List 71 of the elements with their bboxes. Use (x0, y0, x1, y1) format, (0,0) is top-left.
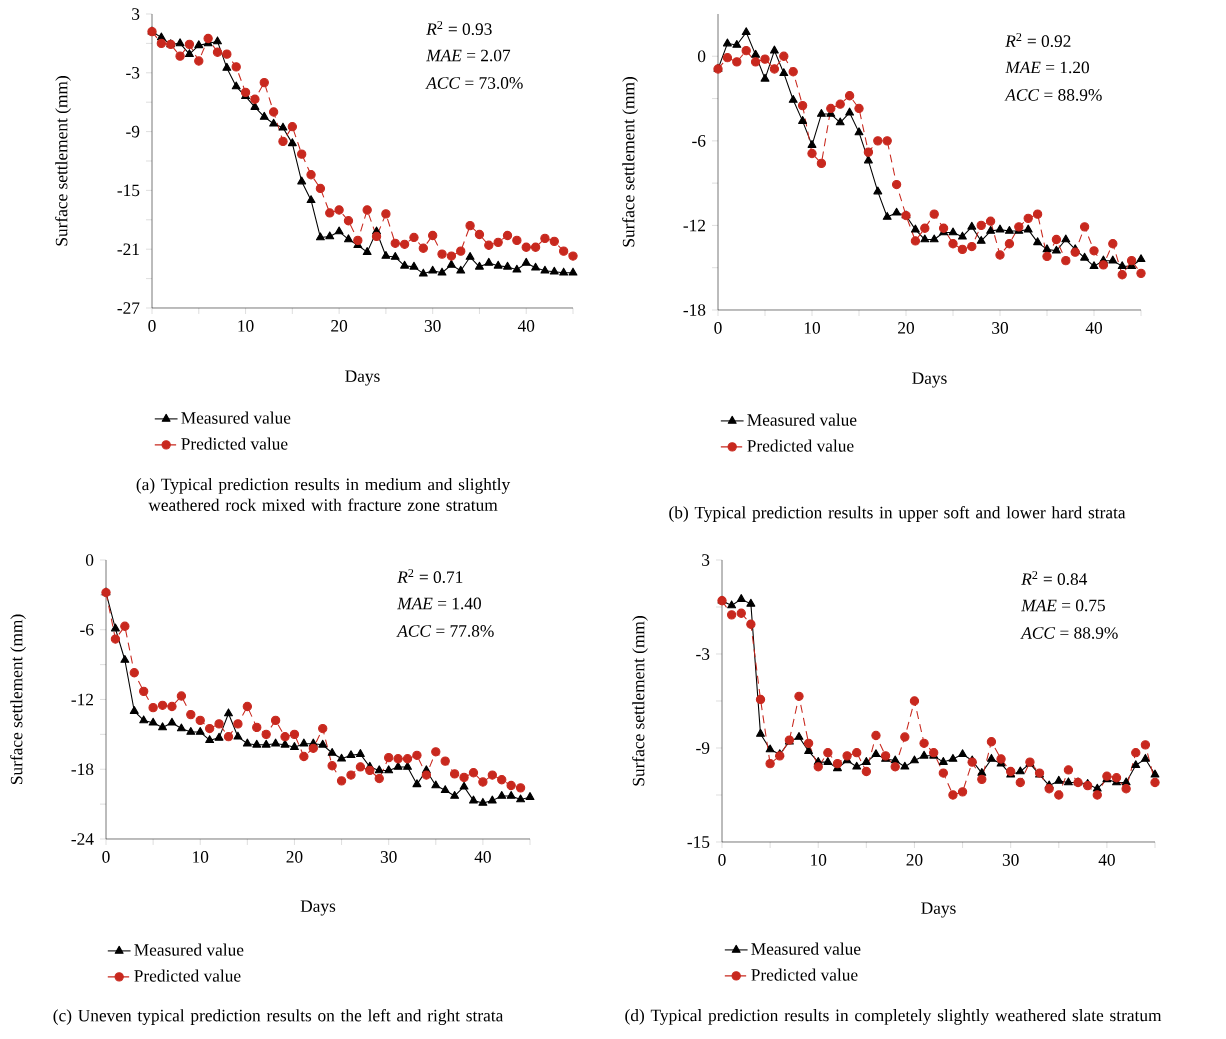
legend-label: Measured value (181, 411, 291, 424)
x-axis-title: Days (300, 900, 336, 916)
legend-label: Predicted value (751, 968, 858, 981)
y-tick-label: -18 (683, 304, 706, 316)
annotation: R$^{2}$ = 0.92 (1005, 32, 1071, 48)
y-tick-label: -24 (71, 833, 94, 845)
annotation: R$^{2}$ = 0.93 (426, 20, 492, 36)
y-tick-label: -9 (126, 125, 140, 138)
y-tick-label: -18 (71, 763, 94, 776)
x-tick-label: 40 (1098, 854, 1115, 866)
x-tick-label: 10 (804, 322, 821, 334)
y-tick-label: -6 (80, 623, 94, 636)
x-tick-label: 20 (286, 851, 303, 863)
x-tick-label: 30 (992, 322, 1009, 334)
legend-label: Measured value (134, 943, 244, 956)
x-tick-label: 10 (238, 320, 254, 332)
y-tick-label: 0 (85, 554, 94, 566)
legend-label: Predicted value (747, 439, 854, 452)
y-tick-label: -15 (687, 836, 710, 848)
x-tick-label: 0 (714, 322, 722, 334)
x-tick-label: 20 (906, 854, 923, 866)
y-tick-label: -27 (117, 302, 140, 314)
x-axis-title: Days (912, 372, 947, 388)
legend-label: Predicted value (181, 437, 288, 450)
y-tick-label: -9 (696, 742, 710, 754)
x-tick-label: 10 (193, 851, 209, 863)
text: (b) Typical prediction results in upper soft and lower hard strata (669, 506, 1126, 522)
annotation: ACC = 88.9% (1020, 627, 1118, 639)
x-axis-title: Days (921, 902, 956, 918)
annotation: MAE = 1.20 (1005, 61, 1090, 74)
x-tick-label: 10 (811, 854, 827, 866)
y-tick-label: -15 (117, 184, 140, 197)
annotation: ACC = 77.8% (396, 625, 494, 637)
annotation: MAE = 0.75 (1021, 599, 1105, 612)
y-tick-label: -21 (117, 243, 139, 255)
y-tick-label: -3 (696, 648, 710, 660)
x-tick-label: 20 (898, 322, 915, 334)
text: (a) Typical prediction results in medium and slightly weathered rock mixed with fracture zone stratum (136, 478, 511, 511)
legend-label: Predicted value (134, 969, 241, 982)
x-tick-label: 40 (474, 851, 491, 863)
x-tick-label: 0 (102, 851, 110, 863)
annotation: MAE = 2.07 (426, 49, 511, 62)
annotation: R$^{2}$ = 0.71 (397, 568, 463, 584)
y-tick-label: -12 (71, 693, 94, 706)
text: (d) Typical prediction results in completely slightly weathered slate stratum (625, 1009, 1162, 1025)
x-tick-label: 0 (718, 854, 726, 866)
y-tick-label: 3 (132, 8, 140, 20)
y-axis-title: Surface settlement (mm) (10, 614, 26, 785)
legend-label: Measured value (751, 942, 861, 955)
x-tick-label: 30 (424, 320, 441, 332)
x-tick-label: 0 (148, 320, 156, 332)
y-axis-title: Surface settlement (mm) (622, 77, 638, 247)
text: (c) Uneven typical prediction results on the left and right strata (53, 1009, 504, 1025)
legend-label: Measured value (747, 413, 857, 426)
y-tick-label: 3 (702, 554, 710, 566)
x-tick-label: 20 (331, 320, 348, 332)
y-axis-title: Surface settlement (mm) (632, 616, 648, 786)
x-tick-label: 40 (517, 320, 535, 332)
annotation: R$^{2}$ = 0.84 (1021, 570, 1088, 586)
x-tick-label: 30 (1002, 854, 1019, 866)
y-tick-label: -6 (692, 135, 706, 147)
y-tick-label: -3 (126, 66, 140, 79)
x-axis-title: Days (345, 370, 380, 386)
x-tick-label: 40 (1085, 322, 1103, 334)
annotation: ACC = 88.9% (1004, 89, 1102, 101)
x-tick-label: 30 (380, 851, 397, 863)
annotation: MAE = 1.40 (397, 597, 481, 610)
y-tick-label: 0 (697, 50, 706, 63)
y-tick-label: -12 (683, 219, 706, 232)
annotation: ACC = 73.0% (425, 77, 523, 89)
y-axis-title: Surface settlement (mm) (55, 76, 71, 246)
